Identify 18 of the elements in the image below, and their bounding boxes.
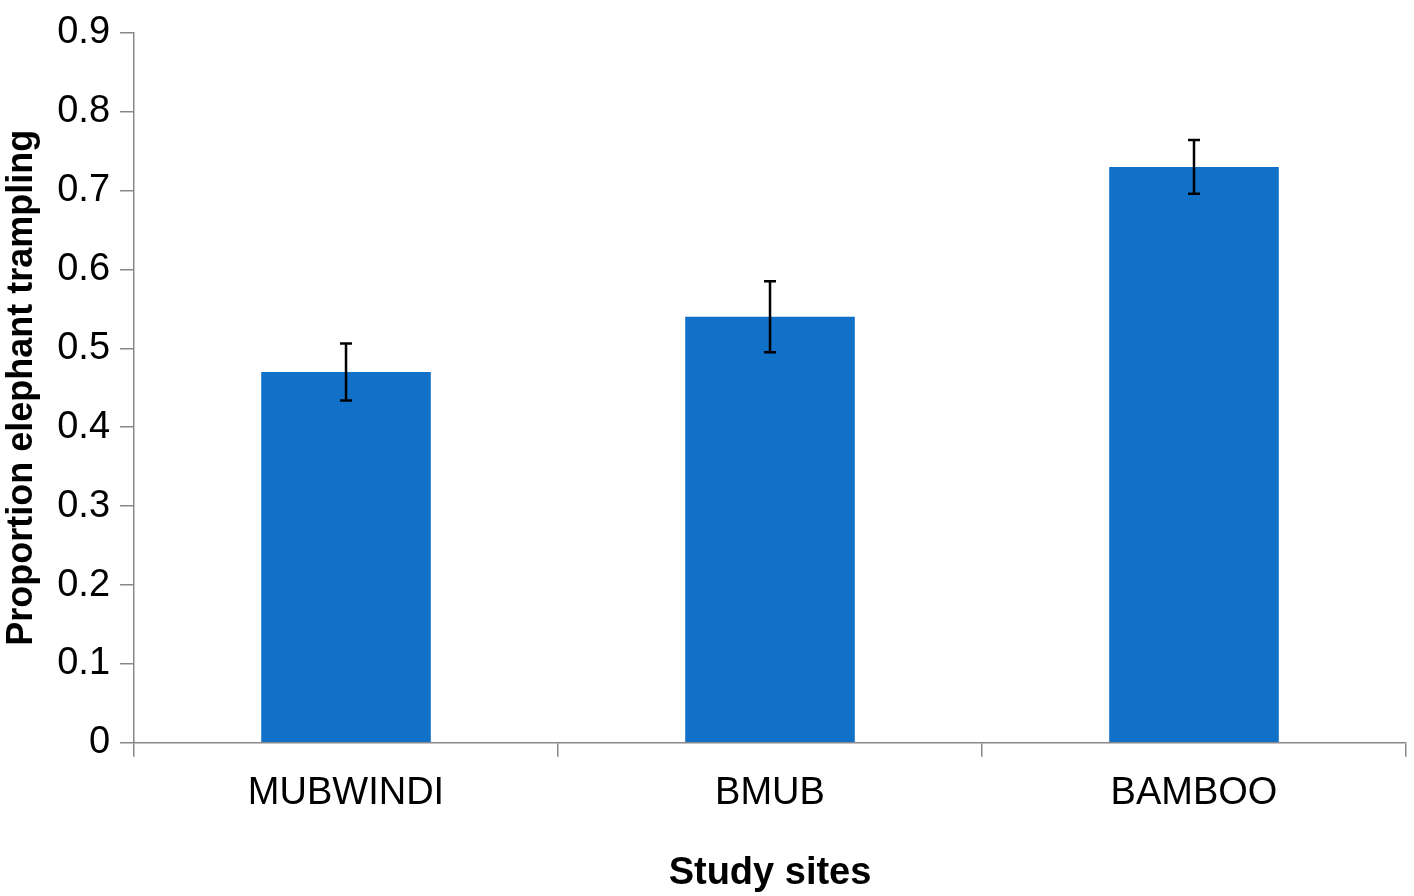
y-tick-label: 0.1: [57, 640, 111, 683]
y-tick-label: 0.7: [57, 167, 111, 210]
x-tick-label: MUBWINDI: [247, 770, 445, 813]
x-tick-label: BAMBOO: [1110, 770, 1278, 813]
y-tick-label: 0.9: [57, 9, 111, 52]
y-tick-label: 0.5: [57, 324, 111, 367]
y-tick-label: 0.8: [57, 88, 111, 131]
y-axis-title: Proportion elephant trampling: [0, 129, 40, 646]
bar: [1109, 166, 1279, 743]
y-tick-label: 0.3: [57, 482, 111, 525]
bar: [261, 372, 431, 743]
y-tick-label: 0: [88, 719, 111, 762]
bar: [685, 316, 855, 743]
x-tick-label: BMUB: [715, 770, 825, 813]
y-tick-label: 0.4: [57, 403, 111, 446]
x-axis-title: Study sites: [668, 849, 872, 892]
y-tick-label: 0.2: [57, 561, 111, 604]
y-tick-label: 0.6: [57, 245, 111, 288]
